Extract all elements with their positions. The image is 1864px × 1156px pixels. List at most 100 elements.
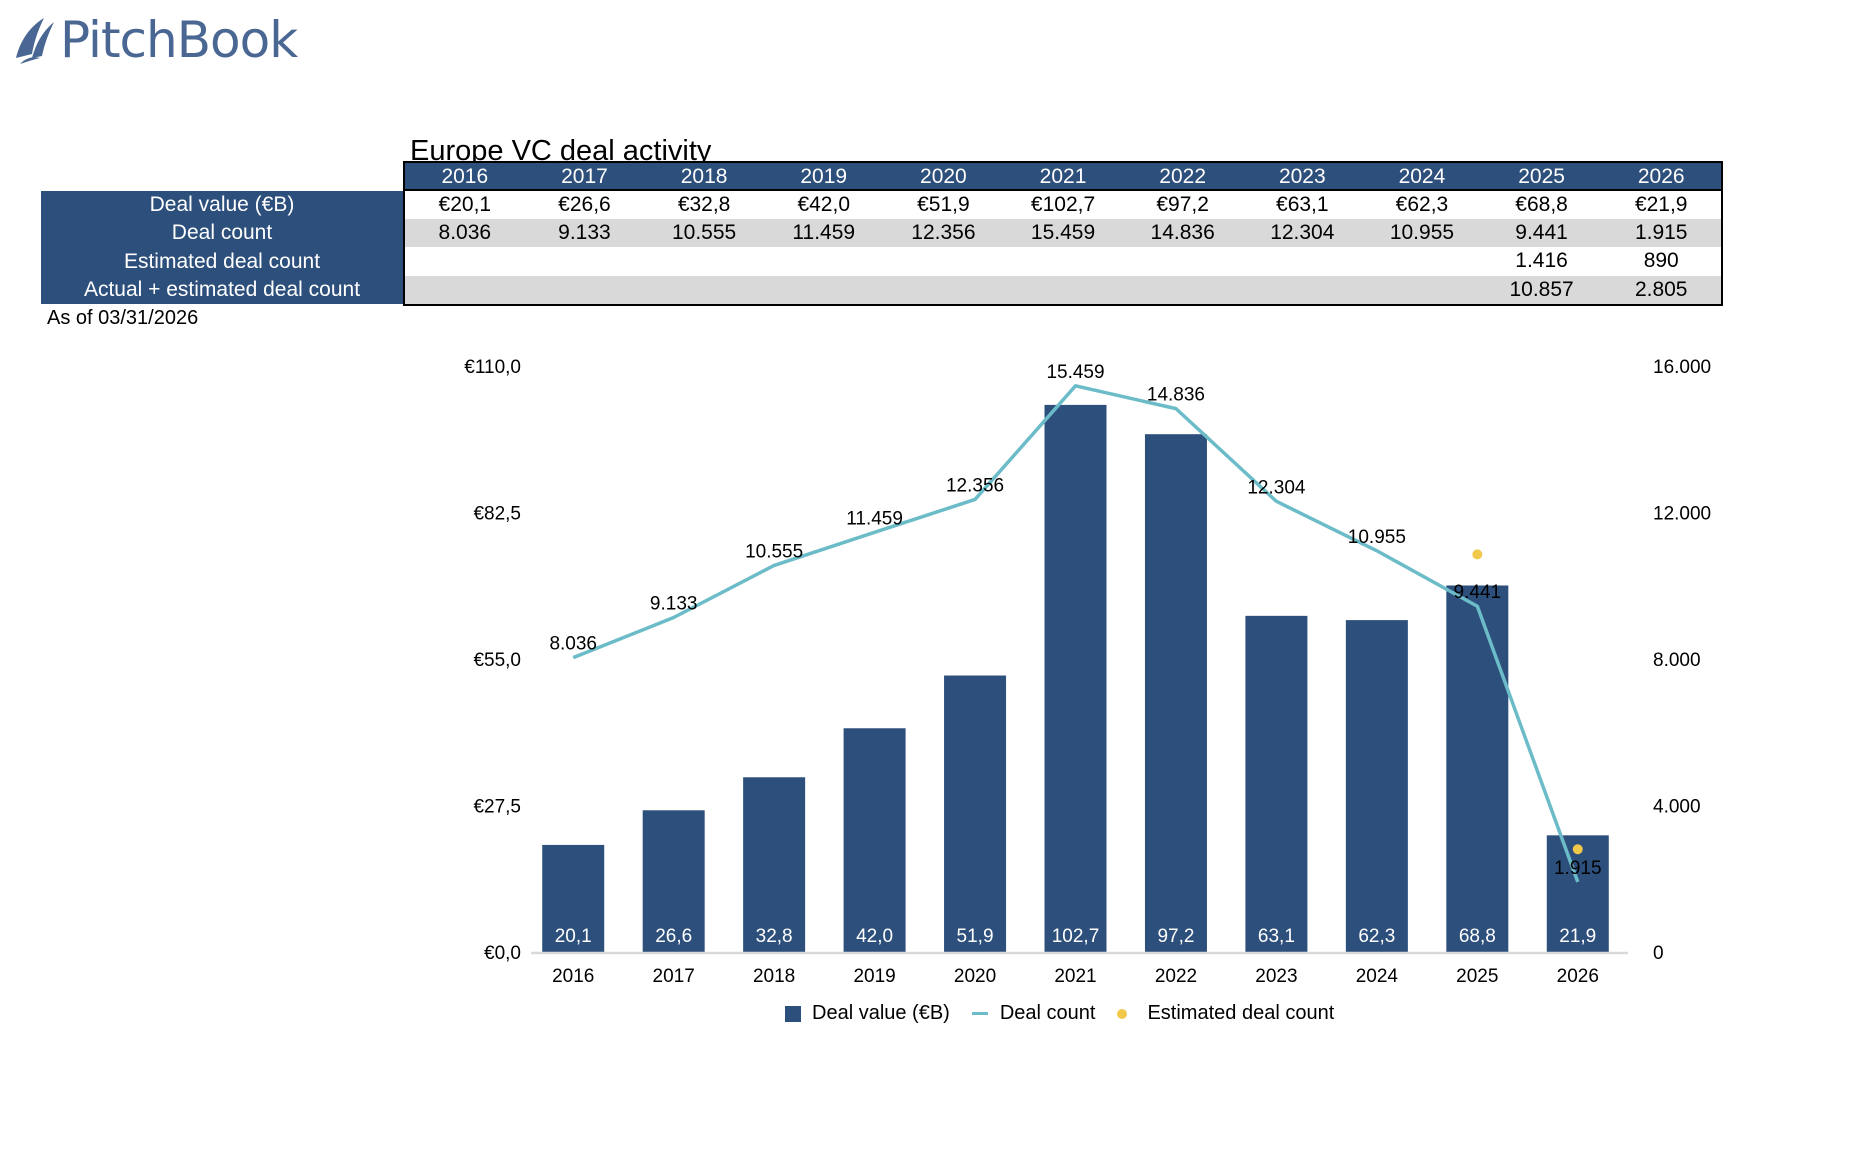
x-axis-tick-label: 2017 — [653, 966, 695, 987]
table-row: 8.036 9.133 10.555 11.459 12.356 15.459 14.836… — [405, 219, 1721, 248]
line-deal-count — [572, 384, 1580, 883]
table-header-year: 2020 — [920, 165, 967, 188]
line-value-label: 1.915 — [1554, 858, 1602, 879]
x-axis-tick-label: 2018 — [753, 966, 795, 987]
pitchbook-logo: PitchBook — [14, 10, 298, 70]
left-axis-tick-label: €0,0 — [484, 943, 521, 964]
legend-item-estimated: Estimated deal count — [1117, 1002, 1334, 1025]
bar-deal-value — [1144, 434, 1207, 952]
line-value-label: 10.955 — [1348, 527, 1406, 548]
right-axis-tick-label: 0 — [1653, 943, 1664, 964]
table-row: 10.857 2.805 — [405, 275, 1721, 304]
table-header-year: 2025 — [1518, 165, 1565, 188]
line-value-label: 9.133 — [650, 594, 698, 615]
bar-deal-value — [743, 777, 806, 952]
table-cell: €63,1 — [1276, 193, 1329, 216]
table-cell: €68,8 — [1515, 193, 1568, 216]
line-value-label: 11.459 — [846, 508, 903, 529]
table-cell: 1.915 — [1634, 221, 1688, 245]
bar-value-label: 51,9 — [957, 926, 994, 947]
data-table: 2016 2017 2018 2019 2020 2021 2022 2023 2024 2025… — [403, 161, 1723, 306]
table-row: 1.416 890 — [405, 247, 1721, 275]
table-row: €20,1 €26,6 €32,8 €42,0 €51,9 €102,7 €97,2 €63,… — [405, 191, 1721, 219]
table-cell: €32,8 — [677, 193, 731, 216]
line-value-label: 10.555 — [745, 541, 803, 562]
right-axis-tick-label: 12.000 — [1653, 504, 1711, 525]
row-label-actual-estimated: Actual + estimated deal count — [83, 277, 361, 301]
x-axis-tick-label: 2020 — [954, 966, 996, 987]
table-cell: 15.459 — [1030, 221, 1096, 245]
bar-deal-value — [1044, 404, 1107, 952]
legend-label: Estimated deal count — [1147, 1002, 1335, 1024]
table-cell: €26,6 — [558, 193, 611, 216]
legend-label: Deal count — [999, 1002, 1096, 1024]
line-value-label: 8.036 — [549, 634, 597, 655]
pitchbook-sail-icon — [16, 18, 54, 64]
bar-value-label: 68,8 — [1459, 926, 1496, 947]
bar-deal-value — [1245, 615, 1308, 952]
legend-item-deal-value: Deal value (€B) — [785, 1002, 950, 1025]
left-axis-tick-label: €27,5 — [473, 797, 521, 818]
left-axis-tick-label: €55,0 — [473, 650, 521, 671]
table-header-year: 2023 — [1278, 165, 1326, 188]
table-cell: €20,1 — [438, 193, 492, 216]
bar-value-label: 26,6 — [655, 926, 692, 947]
table-cell: €102,7 — [1030, 193, 1096, 216]
table-cell: 10.857 — [1509, 277, 1574, 301]
row-label-estimated-deal-count: Estimated deal count — [123, 249, 321, 273]
line-value-label: 9.441 — [1454, 582, 1502, 603]
left-axis-tick-label: €82,5 — [473, 504, 521, 525]
bar-deal-value — [1345, 620, 1408, 952]
line-value-label: 12.356 — [946, 475, 1004, 496]
bar-value-label: 42,0 — [856, 926, 893, 947]
dot-estimated-deal-count — [1472, 549, 1483, 560]
table-cell: 11.459 — [792, 221, 856, 245]
table-cell: 10.955 — [1389, 221, 1455, 245]
table-cell: 10.555 — [671, 221, 737, 245]
bar-value-label: 62,3 — [1358, 926, 1395, 947]
bar-value-label: 21,9 — [1559, 926, 1596, 947]
x-axis-tick-label: 2022 — [1155, 966, 1197, 987]
bar-value-label: 32,8 — [756, 926, 793, 947]
bar-deal-value — [1546, 835, 1609, 952]
bar-deal-value — [642, 810, 705, 952]
table-cell: €21,9 — [1634, 193, 1688, 216]
bar-value-label: 97,2 — [1157, 926, 1194, 947]
right-axis-tick-label: 16.000 — [1653, 357, 1711, 378]
table-cell: €97,2 — [1156, 193, 1209, 216]
bar-value-label: 63,1 — [1258, 926, 1295, 947]
table-cell: 8.036 — [438, 221, 492, 245]
table-cell: €62,3 — [1395, 193, 1449, 216]
line-value-label: 12.304 — [1247, 477, 1306, 498]
logo-text: PitchBook — [60, 11, 298, 69]
table-cell: 2.805 — [1634, 277, 1688, 301]
table-header-year: 2017 — [561, 165, 608, 188]
bar-deal-value — [1446, 585, 1509, 952]
table-header-year: 2026 — [1637, 165, 1685, 188]
table-cell: €42,0 — [797, 193, 851, 216]
legend-item-deal-count: Deal count — [971, 1002, 1096, 1025]
dot-estimated-deal-count — [1572, 844, 1583, 855]
x-axis-tick-label: 2026 — [1557, 966, 1599, 987]
line-value-label: 15.459 — [1046, 362, 1104, 383]
row-labels: Deal value (€B) Deal count Estimated dea… — [41, 191, 403, 304]
bar-deal-value — [843, 728, 906, 952]
x-axis-tick-label: 2024 — [1356, 966, 1399, 987]
bar-value-label: 102,7 — [1052, 926, 1100, 947]
chart-title: Europe VC deal activity — [410, 136, 712, 163]
x-axis-tick-label: 2019 — [853, 966, 895, 987]
bar-deal-value — [944, 675, 1007, 952]
table-cell: 12.356 — [911, 221, 976, 245]
line-value-label: 14.836 — [1147, 385, 1205, 406]
table-header-year: 2022 — [1159, 165, 1207, 188]
x-axis-tick-label: 2021 — [1054, 966, 1096, 987]
bar-value-label: 20,1 — [555, 926, 592, 947]
row-label-deal-value: Deal value (€B) — [149, 193, 295, 216]
table-header-year: 2018 — [680, 165, 728, 188]
right-axis-tick-label: 4.000 — [1653, 797, 1701, 818]
legend-label: Deal value (€B) — [812, 1002, 950, 1024]
legend-dot-swatch — [1117, 1008, 1128, 1019]
table-header-year: 2016 — [441, 165, 489, 188]
legend-bar-swatch — [785, 1005, 801, 1022]
